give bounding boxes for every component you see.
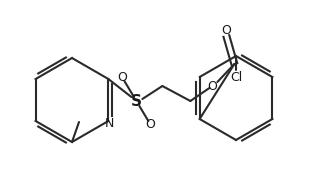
Text: O: O [207,79,217,92]
Text: O: O [221,23,231,36]
Text: Cl: Cl [230,70,242,83]
Text: O: O [145,118,155,131]
Text: O: O [117,70,127,83]
Text: S: S [131,94,142,108]
Text: N: N [105,117,114,129]
